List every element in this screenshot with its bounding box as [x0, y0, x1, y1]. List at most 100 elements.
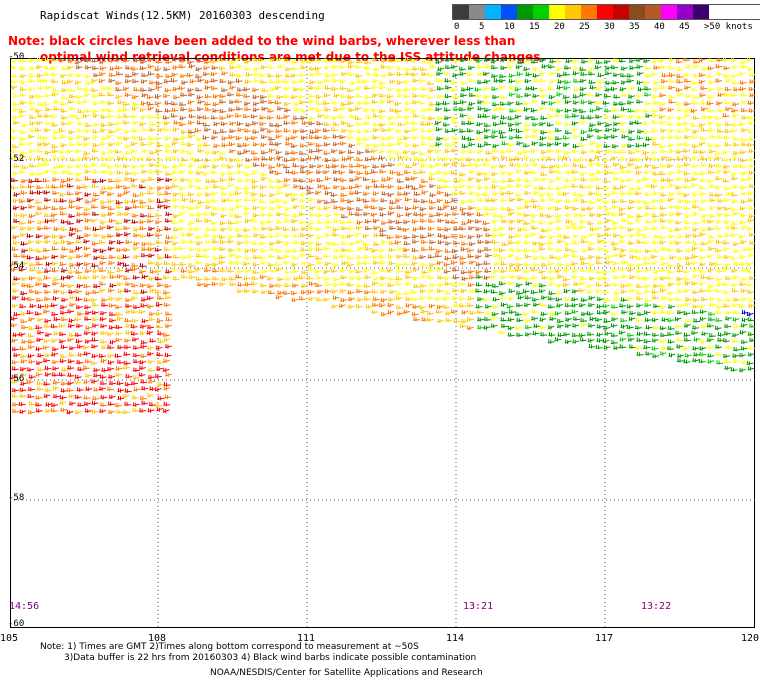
wind-barb	[59, 353, 68, 359]
wind-barb	[83, 304, 92, 310]
wind-barb	[101, 344, 109, 350]
wind-barb	[68, 302, 76, 307]
wind-barb	[580, 260, 588, 266]
wind-barb	[636, 115, 644, 120]
wind-barb	[58, 127, 66, 133]
wind-barb	[683, 78, 691, 83]
wind-barb	[690, 183, 698, 188]
wind-barb	[76, 235, 84, 240]
wind-barb	[235, 135, 243, 141]
wind-barb	[612, 80, 620, 85]
wind-barb	[330, 72, 338, 78]
wind-barb	[115, 226, 123, 232]
wind-barb	[69, 262, 77, 268]
wind-barb	[148, 169, 156, 174]
wind-barb	[530, 86, 538, 91]
wind-barb	[645, 351, 653, 356]
wind-barb	[99, 220, 107, 225]
wind-barb	[628, 344, 636, 349]
wind-barb	[516, 317, 524, 323]
wind-barb	[106, 134, 114, 139]
wind-barb	[147, 226, 155, 231]
wind-barb	[676, 268, 684, 273]
wind-barb	[739, 330, 747, 335]
wind-barb	[266, 128, 274, 134]
wind-barb	[650, 254, 658, 259]
wind-barb	[730, 92, 738, 97]
wind-barb	[595, 344, 603, 350]
wind-barb	[156, 318, 164, 324]
wind-barb	[445, 317, 453, 323]
wind-barb	[131, 106, 139, 111]
wind-barb	[131, 164, 139, 169]
wind-barb	[162, 93, 170, 98]
wind-barb	[36, 386, 44, 391]
wind-barb	[66, 275, 74, 280]
wind-barb	[708, 261, 716, 267]
wind-barb	[91, 263, 99, 268]
wind-barb	[651, 156, 659, 161]
wind-barb	[75, 205, 83, 210]
wind-barb	[164, 108, 172, 113]
wind-barb	[482, 192, 490, 197]
wind-barb	[204, 218, 212, 223]
legend-swatch	[613, 5, 629, 19]
wind-barb	[212, 102, 220, 107]
wind-barb	[668, 72, 676, 78]
wind-barb	[260, 162, 268, 168]
wind-barb	[229, 128, 237, 134]
wind-barb	[483, 128, 491, 133]
wind-barb	[253, 156, 261, 161]
wind-barb	[331, 86, 339, 91]
wind-barb	[308, 116, 316, 121]
wind-barb	[588, 157, 596, 163]
wind-barb	[331, 115, 339, 121]
wind-barb	[508, 262, 516, 268]
wind-barb	[651, 113, 659, 118]
wind-barb	[556, 239, 564, 244]
wind-barb	[84, 358, 92, 364]
wind-barb	[709, 297, 717, 302]
wind-barb	[698, 185, 706, 190]
wind-barb	[700, 162, 708, 167]
wind-barb	[149, 269, 157, 274]
wind-barb	[547, 296, 555, 301]
wind-barb	[68, 113, 76, 119]
wind-barb	[91, 409, 99, 414]
wind-barb	[700, 227, 708, 232]
wind-barb	[698, 247, 706, 252]
wind-barb	[100, 85, 108, 91]
wind-barb	[18, 332, 26, 337]
wind-barb	[21, 282, 29, 288]
wind-barb	[620, 66, 628, 71]
wind-barb	[10, 267, 18, 272]
wind-barb	[450, 205, 458, 211]
wind-barb	[37, 304, 45, 309]
wind-barb	[221, 198, 229, 203]
wind-barb	[37, 78, 45, 83]
wind-barb	[469, 310, 477, 315]
wind-barb	[548, 164, 556, 169]
wind-barb	[187, 87, 195, 93]
wind-barb	[298, 275, 306, 280]
wind-barb	[221, 136, 229, 141]
wind-barb	[605, 127, 613, 133]
wind-barb	[315, 169, 323, 175]
wind-barb	[677, 255, 685, 261]
wind-barb	[620, 80, 628, 85]
wind-barb	[539, 136, 547, 141]
wind-barb	[468, 92, 476, 98]
wind-barb	[27, 204, 35, 209]
wind-barb	[339, 219, 347, 225]
wind-barb	[372, 218, 380, 224]
wind-barb	[685, 233, 692, 239]
wind-barb	[101, 367, 109, 373]
wind-barb	[707, 226, 715, 231]
wind-barb	[340, 197, 348, 203]
wind-barb	[306, 190, 314, 195]
wind-barb	[668, 99, 676, 104]
wind-barb	[659, 240, 667, 245]
wind-barb	[580, 239, 588, 244]
wind-barb	[307, 93, 316, 98]
wind-barb	[651, 164, 659, 170]
